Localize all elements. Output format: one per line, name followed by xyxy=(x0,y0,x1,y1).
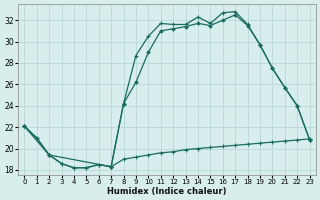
X-axis label: Humidex (Indice chaleur): Humidex (Indice chaleur) xyxy=(107,187,227,196)
